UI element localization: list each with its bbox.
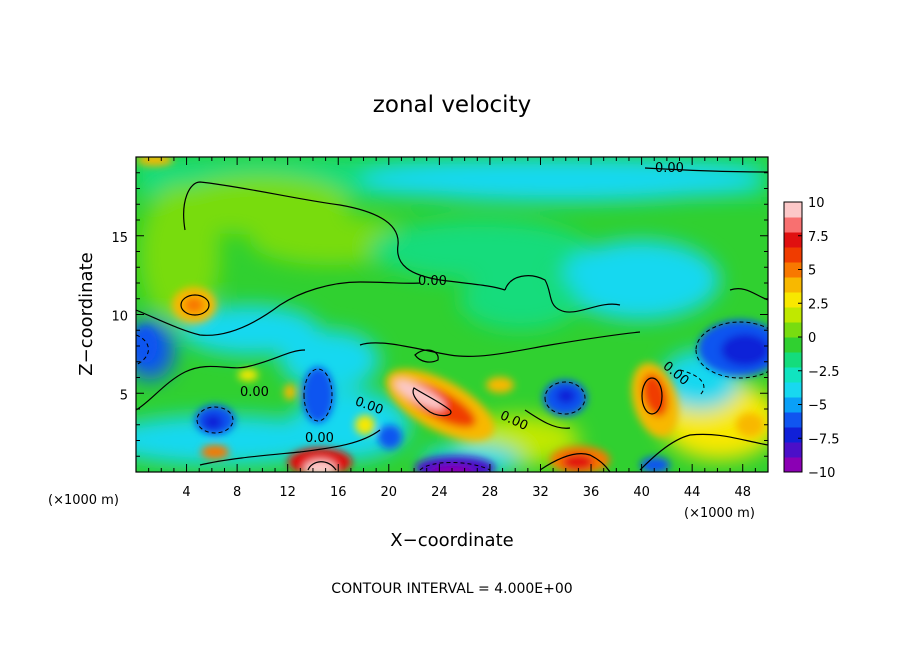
colorbar-tick-label: −2.5: [808, 365, 840, 380]
colorbar-tick-label: 5: [808, 264, 816, 279]
colorbar-tick-label: 2.5: [808, 297, 829, 312]
colorbar-swatch: [784, 352, 802, 368]
colorbar-swatch: [784, 442, 802, 458]
contour-label: 0.00: [305, 431, 334, 446]
contour-labels: 0.00 0.00 0.00 0.00 0.00 0.00 0.00: [240, 161, 692, 446]
field-blobs-sharp: [136, 157, 768, 472]
colorbar-tick-label: 7.5: [808, 230, 829, 245]
contour-label: 0.00: [655, 161, 684, 176]
colorbar-swatch: [784, 307, 802, 323]
x-tick-label: 16: [330, 485, 347, 500]
colorbar-tick-label: 10: [808, 196, 825, 211]
x-tick-label: 40: [633, 485, 650, 500]
x-unit-left: (×1000 m): [48, 493, 119, 508]
plot-area: 0.00 0.00 0.00 0.00 0.00 0.00 0.00: [136, 157, 768, 472]
colorbar-tick-label: 0: [808, 331, 816, 346]
colorbar-swatch: [784, 412, 802, 428]
colorbar-swatch: [784, 277, 802, 293]
colorbar-swatch: [784, 397, 802, 413]
y-tick-label: 5: [120, 388, 128, 403]
x-tick-label: 32: [532, 485, 549, 500]
colorbar-swatch: [784, 367, 802, 383]
colorbar-swatch: [784, 217, 802, 233]
colorbar: 10 7.5 5 2.5 0 −2.5 −5 −7.5 −10: [783, 196, 840, 481]
y-tick-label: 10: [111, 310, 128, 325]
y-tick-label: 15: [111, 231, 128, 246]
colorbar-swatch: [784, 337, 802, 353]
x-axis-title: X−coordinate: [390, 530, 513, 551]
colorbar-tick-label: −10: [808, 466, 835, 481]
contour-lines-dashed: [136, 321, 768, 471]
colorbar-swatch: [784, 202, 802, 218]
colorbar-swatch: [784, 232, 802, 248]
colorbar-tick-label: −5: [808, 399, 827, 414]
colorbar-swatch: [784, 427, 802, 443]
x-tick-label: 20: [381, 485, 398, 500]
x-tick-label: 36: [583, 485, 600, 500]
x-tick-label: 44: [684, 485, 701, 500]
colorbar-swatch: [784, 457, 802, 473]
x-tick-label: 4: [182, 485, 190, 500]
contour-lines: [136, 167, 768, 472]
chart-title: zonal velocity: [373, 92, 531, 118]
y-axis-title: Z−coordinate: [76, 252, 97, 375]
colorbar-swatch: [784, 292, 802, 308]
colorbar-tick-label: −7.5: [808, 432, 840, 447]
x-unit-right: (×1000 m): [684, 506, 755, 521]
x-tick-label: 8: [233, 485, 241, 500]
contour-interval-note: CONTOUR INTERVAL = 4.000E+00: [331, 581, 572, 597]
x-tick-label: 12: [279, 485, 296, 500]
contour-label: 0.00: [240, 385, 269, 400]
colorbar-swatch: [784, 322, 802, 338]
x-tick-label: 28: [482, 485, 499, 500]
colorbar-swatch: [784, 382, 802, 398]
x-tick-label: 48: [734, 485, 751, 500]
x-tick-label: 24: [431, 485, 448, 500]
colorbar-swatch: [784, 262, 802, 278]
contour-label: 0.00: [418, 274, 447, 289]
colorbar-swatch: [784, 247, 802, 263]
